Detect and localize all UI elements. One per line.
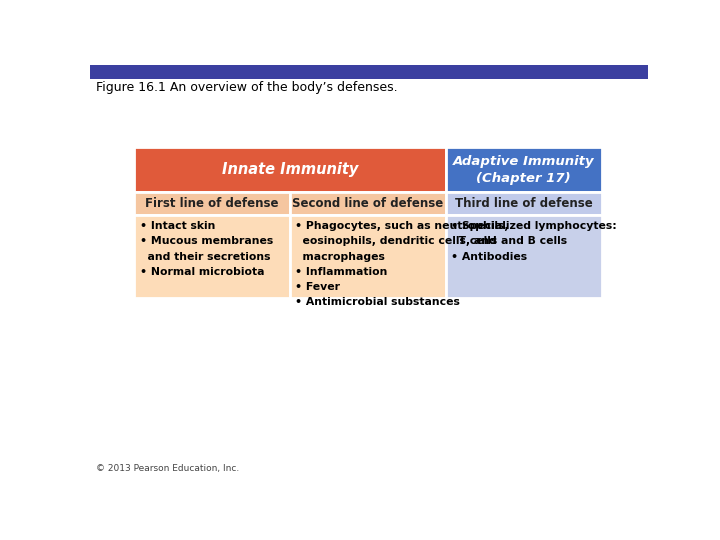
Text: • Specialized lymphocytes:
  T cells and B cells
• Antibodies: • Specialized lymphocytes: T cells and B… bbox=[451, 221, 617, 261]
Bar bbox=[290, 192, 446, 215]
Text: Figure 16.1 An overview of the body’s defenses.: Figure 16.1 An overview of the body’s de… bbox=[96, 81, 398, 94]
Bar bbox=[446, 147, 601, 192]
Text: Innate Immunity: Innate Immunity bbox=[222, 162, 358, 177]
Bar bbox=[134, 192, 290, 215]
Text: © 2013 Pearson Education, Inc.: © 2013 Pearson Education, Inc. bbox=[96, 464, 240, 473]
Bar bbox=[134, 215, 290, 298]
Text: Adaptive Immunity
(Chapter 17): Adaptive Immunity (Chapter 17) bbox=[453, 154, 595, 185]
Bar bbox=[446, 192, 601, 215]
Text: Third line of defense: Third line of defense bbox=[455, 197, 593, 210]
Bar bbox=[134, 147, 446, 192]
Bar bbox=[90, 65, 648, 79]
Text: Second line of defense: Second line of defense bbox=[292, 197, 444, 210]
Bar bbox=[290, 215, 446, 298]
Text: First line of defense: First line of defense bbox=[145, 197, 279, 210]
Bar bbox=[446, 215, 601, 298]
Text: • Intact skin
• Mucous membranes
  and their secretions
• Normal microbiota: • Intact skin • Mucous membranes and the… bbox=[140, 221, 273, 276]
Text: • Phagocytes, such as neutrophils,
  eosinophils, dendritic cells, and
  macroph: • Phagocytes, such as neutrophils, eosin… bbox=[295, 221, 509, 307]
